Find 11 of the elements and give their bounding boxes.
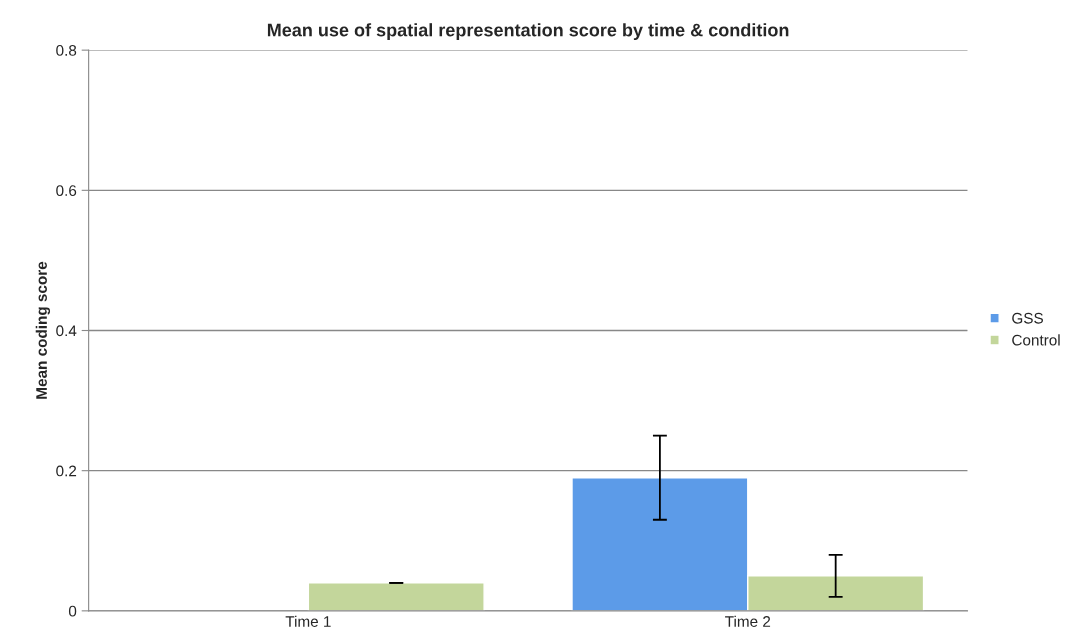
y-tick-label: 0	[68, 605, 77, 617]
y-tick-label: 0.8	[56, 45, 77, 56]
chart-title: Mean use of spatial representation score by time & condition	[267, 23, 789, 41]
y-axis-title: Mean coding score	[35, 261, 51, 399]
y-tick-label: 0.2	[56, 465, 77, 477]
legend-label: GSS	[1012, 312, 1043, 324]
x-tick-label: Time 2	[725, 615, 771, 627]
y-tick-label: 0.4	[56, 325, 77, 337]
x-tick-label: Time 1	[285, 615, 331, 627]
y-tick-label: 0.6	[56, 185, 77, 197]
legend-label: Control	[1012, 334, 1060, 346]
